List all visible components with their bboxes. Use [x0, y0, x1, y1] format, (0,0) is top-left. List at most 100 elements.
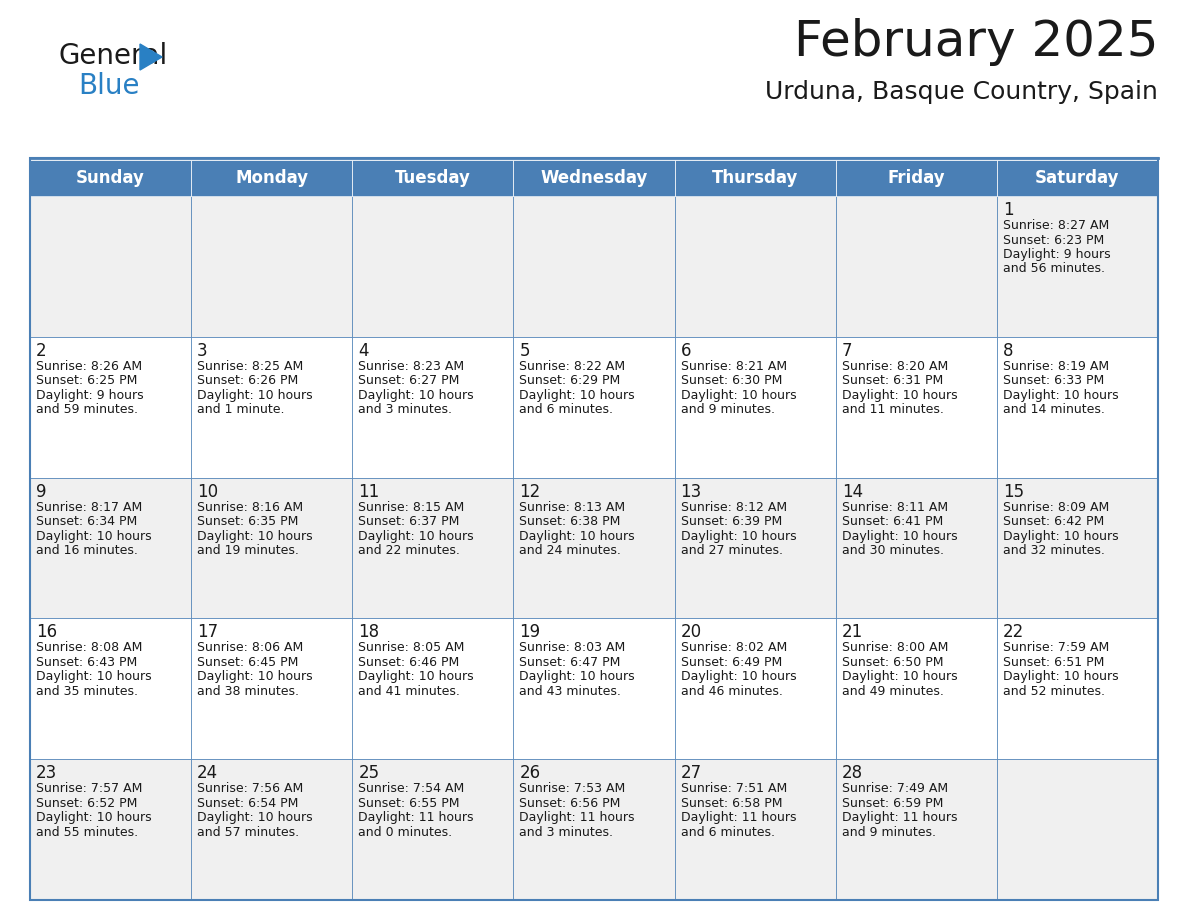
- Text: Daylight: 11 hours: Daylight: 11 hours: [681, 812, 796, 824]
- Text: Sunset: 6:34 PM: Sunset: 6:34 PM: [36, 515, 138, 528]
- Text: and 1 minute.: and 1 minute.: [197, 403, 285, 416]
- Text: Daylight: 10 hours: Daylight: 10 hours: [519, 670, 636, 683]
- Text: 19: 19: [519, 623, 541, 642]
- Bar: [835, 477, 997, 619]
- Text: Daylight: 10 hours: Daylight: 10 hours: [1003, 670, 1118, 683]
- Text: 17: 17: [197, 623, 219, 642]
- Text: 11: 11: [359, 483, 379, 500]
- Text: 8: 8: [1003, 341, 1013, 360]
- Text: and 46 minutes.: and 46 minutes.: [681, 685, 783, 698]
- Bar: [513, 160, 675, 196]
- Text: Daylight: 10 hours: Daylight: 10 hours: [1003, 389, 1118, 402]
- Bar: [675, 759, 835, 900]
- Text: Monday: Monday: [235, 169, 308, 187]
- Text: and 52 minutes.: and 52 minutes.: [1003, 685, 1105, 698]
- Text: Daylight: 10 hours: Daylight: 10 hours: [197, 530, 312, 543]
- Text: Sunset: 6:54 PM: Sunset: 6:54 PM: [197, 797, 298, 810]
- Text: and 49 minutes.: and 49 minutes.: [842, 685, 943, 698]
- Text: Sunrise: 8:15 AM: Sunrise: 8:15 AM: [359, 500, 465, 513]
- Text: Sunset: 6:38 PM: Sunset: 6:38 PM: [519, 515, 621, 528]
- Text: Sunrise: 8:26 AM: Sunrise: 8:26 AM: [36, 360, 143, 373]
- Text: Sunset: 6:30 PM: Sunset: 6:30 PM: [681, 375, 782, 387]
- Text: Sunset: 6:45 PM: Sunset: 6:45 PM: [197, 655, 298, 669]
- Text: Daylight: 9 hours: Daylight: 9 hours: [36, 389, 144, 402]
- Text: Daylight: 10 hours: Daylight: 10 hours: [359, 670, 474, 683]
- Text: 26: 26: [519, 764, 541, 782]
- Text: General: General: [58, 42, 168, 70]
- Text: Sunrise: 8:17 AM: Sunrise: 8:17 AM: [36, 500, 143, 513]
- Text: 3: 3: [197, 341, 208, 360]
- Text: Urduna, Basque Country, Spain: Urduna, Basque Country, Spain: [765, 80, 1158, 104]
- Text: Sunrise: 8:21 AM: Sunrise: 8:21 AM: [681, 360, 786, 373]
- Text: 15: 15: [1003, 483, 1024, 500]
- Text: Daylight: 10 hours: Daylight: 10 hours: [842, 530, 958, 543]
- Text: Tuesday: Tuesday: [394, 169, 470, 187]
- Bar: [30, 196, 191, 337]
- Text: Daylight: 9 hours: Daylight: 9 hours: [1003, 248, 1111, 261]
- Text: and 6 minutes.: and 6 minutes.: [681, 825, 775, 839]
- Text: and 3 minutes.: and 3 minutes.: [519, 825, 613, 839]
- Text: 21: 21: [842, 623, 862, 642]
- Text: 27: 27: [681, 764, 702, 782]
- Text: and 14 minutes.: and 14 minutes.: [1003, 403, 1105, 416]
- Text: Sunrise: 8:19 AM: Sunrise: 8:19 AM: [1003, 360, 1108, 373]
- Text: Daylight: 10 hours: Daylight: 10 hours: [197, 389, 312, 402]
- Text: 6: 6: [681, 341, 691, 360]
- Text: 20: 20: [681, 623, 702, 642]
- Text: 13: 13: [681, 483, 702, 500]
- Text: Sunset: 6:43 PM: Sunset: 6:43 PM: [36, 655, 138, 669]
- Text: Sunrise: 8:08 AM: Sunrise: 8:08 AM: [36, 642, 143, 655]
- Text: Daylight: 10 hours: Daylight: 10 hours: [681, 530, 796, 543]
- Text: and 38 minutes.: and 38 minutes.: [197, 685, 299, 698]
- Text: Sunset: 6:49 PM: Sunset: 6:49 PM: [681, 655, 782, 669]
- Bar: [353, 477, 513, 619]
- Text: Daylight: 10 hours: Daylight: 10 hours: [842, 389, 958, 402]
- Text: and 30 minutes.: and 30 minutes.: [842, 544, 943, 557]
- Text: and 11 minutes.: and 11 minutes.: [842, 403, 943, 416]
- Bar: [835, 337, 997, 477]
- Text: Daylight: 10 hours: Daylight: 10 hours: [1003, 530, 1118, 543]
- Text: Sunrise: 8:09 AM: Sunrise: 8:09 AM: [1003, 500, 1110, 513]
- Text: 25: 25: [359, 764, 379, 782]
- Text: and 57 minutes.: and 57 minutes.: [197, 825, 299, 839]
- Text: Sunset: 6:31 PM: Sunset: 6:31 PM: [842, 375, 943, 387]
- Text: Daylight: 10 hours: Daylight: 10 hours: [197, 812, 312, 824]
- Text: and 55 minutes.: and 55 minutes.: [36, 825, 138, 839]
- Text: Sunrise: 7:51 AM: Sunrise: 7:51 AM: [681, 782, 786, 795]
- Bar: [513, 196, 675, 337]
- Bar: [675, 196, 835, 337]
- Text: Sunset: 6:42 PM: Sunset: 6:42 PM: [1003, 515, 1104, 528]
- Text: Sunday: Sunday: [76, 169, 145, 187]
- Text: Sunrise: 8:20 AM: Sunrise: 8:20 AM: [842, 360, 948, 373]
- Text: Daylight: 10 hours: Daylight: 10 hours: [842, 670, 958, 683]
- Text: Sunset: 6:50 PM: Sunset: 6:50 PM: [842, 655, 943, 669]
- Bar: [191, 759, 353, 900]
- Text: Sunset: 6:52 PM: Sunset: 6:52 PM: [36, 797, 138, 810]
- Bar: [513, 619, 675, 759]
- Text: and 27 minutes.: and 27 minutes.: [681, 544, 783, 557]
- Text: 7: 7: [842, 341, 852, 360]
- Text: and 19 minutes.: and 19 minutes.: [197, 544, 299, 557]
- Text: and 9 minutes.: and 9 minutes.: [681, 403, 775, 416]
- Text: Sunrise: 8:16 AM: Sunrise: 8:16 AM: [197, 500, 303, 513]
- Bar: [835, 196, 997, 337]
- Text: Daylight: 10 hours: Daylight: 10 hours: [519, 530, 636, 543]
- Text: 18: 18: [359, 623, 379, 642]
- Bar: [353, 160, 513, 196]
- Text: Daylight: 11 hours: Daylight: 11 hours: [519, 812, 634, 824]
- Text: and 16 minutes.: and 16 minutes.: [36, 544, 138, 557]
- Text: Blue: Blue: [78, 72, 139, 100]
- Text: Sunset: 6:27 PM: Sunset: 6:27 PM: [359, 375, 460, 387]
- Bar: [997, 619, 1158, 759]
- Text: Sunset: 6:47 PM: Sunset: 6:47 PM: [519, 655, 621, 669]
- Bar: [353, 619, 513, 759]
- Text: Sunrise: 7:59 AM: Sunrise: 7:59 AM: [1003, 642, 1110, 655]
- Text: Sunset: 6:46 PM: Sunset: 6:46 PM: [359, 655, 460, 669]
- Bar: [997, 196, 1158, 337]
- Text: Sunrise: 8:00 AM: Sunrise: 8:00 AM: [842, 642, 948, 655]
- Text: and 0 minutes.: and 0 minutes.: [359, 825, 453, 839]
- Bar: [675, 337, 835, 477]
- Text: Sunset: 6:58 PM: Sunset: 6:58 PM: [681, 797, 782, 810]
- Text: February 2025: February 2025: [794, 18, 1158, 66]
- Text: Sunset: 6:23 PM: Sunset: 6:23 PM: [1003, 233, 1104, 247]
